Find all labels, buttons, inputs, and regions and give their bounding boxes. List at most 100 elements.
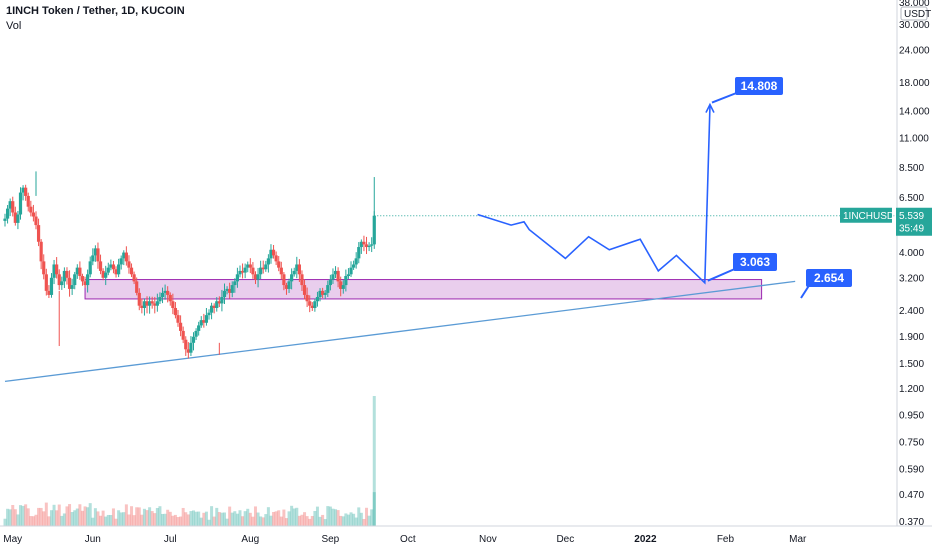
candle-body (145, 301, 149, 306)
volume-bar (290, 505, 294, 526)
candle-body (354, 258, 358, 265)
volume-bar (328, 506, 332, 526)
candle-body (246, 264, 250, 268)
volume-bar (204, 511, 208, 526)
volume-bar (37, 507, 41, 526)
candle-body (212, 305, 216, 308)
price-tag-countdown: 35:49 (899, 224, 924, 235)
volume-bar (184, 512, 188, 526)
candle-body (101, 270, 105, 278)
candle-body (129, 267, 134, 275)
candle-body (284, 285, 289, 289)
price-tick-label: 3.200 (899, 273, 924, 284)
time-tick-label: Feb (717, 534, 735, 545)
candle-body (331, 274, 335, 280)
candle-body (277, 261, 281, 268)
candle-body (279, 267, 283, 275)
volume-bar (310, 515, 314, 526)
candle-body (168, 294, 172, 302)
volume-bar (70, 512, 74, 526)
price-tick-label: 6.500 (899, 193, 924, 204)
candle-body (341, 285, 345, 289)
volume-bar (44, 502, 48, 526)
time-tick-label: Oct (400, 534, 416, 545)
volume-bar (119, 512, 123, 526)
trendline (4, 280, 796, 383)
volume-bar (313, 511, 317, 526)
price-tick-label: 1.900 (899, 332, 924, 343)
volume-bar (42, 511, 46, 526)
candle-body (370, 244, 374, 246)
symbol-tag-bg (840, 207, 892, 223)
candle-body (357, 247, 361, 259)
candle-body (282, 274, 286, 286)
candle-body (271, 249, 276, 256)
volume-bar (292, 508, 296, 526)
candle-body (305, 294, 309, 302)
projection-path (477, 104, 711, 285)
candle-body (11, 201, 15, 213)
candle-body (259, 267, 263, 275)
candle-body (302, 285, 307, 295)
candle-body (256, 274, 260, 280)
price-tick-label: 1.200 (899, 384, 924, 395)
candle-body (274, 255, 278, 262)
candle-body (65, 270, 69, 278)
candle-body (240, 270, 245, 273)
volume-bar (261, 517, 265, 526)
volume-bar (130, 506, 134, 526)
price-tick-label: 4.000 (899, 248, 924, 259)
candle-body (160, 292, 165, 297)
price-tag-bg (896, 207, 932, 236)
volume-bar (68, 504, 72, 526)
volume-bar (135, 507, 139, 526)
time-tick-label: Nov (479, 534, 497, 545)
candle-body (96, 248, 100, 262)
candle-body (328, 279, 332, 286)
candle-body (34, 216, 38, 226)
time-tick-label: Dec (556, 534, 574, 545)
volume-bar (137, 507, 141, 526)
candle-body (235, 274, 240, 282)
candle-body (119, 258, 123, 265)
volume-bar (142, 508, 146, 526)
volume-bar (6, 508, 10, 526)
candle-body (367, 245, 371, 248)
volume-bar (117, 510, 121, 526)
price-tick-label: 24.000 (899, 45, 930, 56)
price-axis: 30.000 24.000 18.000 14.000 11.000 8.500 6.500… (840, 0, 932, 550)
volume-bar (272, 512, 276, 526)
candle-body (362, 241, 366, 245)
volume-bar (104, 516, 108, 526)
candle-body (344, 276, 348, 286)
volume-bar (57, 504, 61, 526)
price-tick-label: 0.950 (899, 411, 924, 422)
candle-body (228, 288, 232, 293)
volume-bar (16, 514, 20, 526)
volume-bar (101, 510, 105, 526)
volume-bar (367, 515, 371, 526)
volume-bar (326, 506, 330, 526)
price-tick-label: 0.750 (899, 437, 924, 448)
volume-bar (186, 514, 190, 526)
volume-bars (3, 396, 376, 526)
volume-bar (225, 518, 229, 526)
volume-bar (341, 516, 345, 526)
volume-bar (230, 512, 234, 526)
volume-label[interactable]: Vol (6, 20, 22, 32)
symbol-title[interactable]: 1INCH Token / Tether, 1D, KUCOIN (6, 5, 185, 17)
volume-bar (124, 504, 128, 526)
volume-bar (256, 512, 260, 526)
volume-bar (287, 511, 291, 526)
volume-bar (194, 511, 198, 526)
support-zone (84, 279, 763, 300)
volume-bar (83, 506, 87, 526)
candle-body (111, 264, 116, 270)
target-mid-label-pointer (707, 267, 738, 282)
volume-bar (259, 516, 263, 526)
volume-bar (31, 516, 35, 526)
candle-body (171, 301, 175, 308)
volume-bar (55, 510, 59, 526)
